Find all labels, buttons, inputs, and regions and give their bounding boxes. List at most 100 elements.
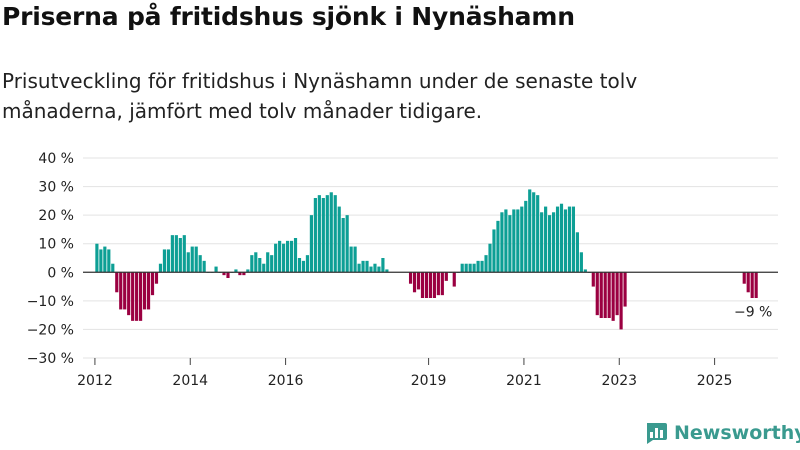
y-tick-label: 20 %: [38, 208, 74, 224]
bar: [111, 263, 115, 273]
bar: [480, 260, 484, 273]
bar: [305, 255, 310, 273]
bar: [408, 272, 413, 284]
bar: [282, 243, 286, 273]
bar: [472, 263, 476, 273]
bar: [468, 263, 472, 273]
bar: [365, 260, 369, 273]
bar: [464, 263, 468, 273]
bar: [190, 246, 194, 273]
bar: [544, 206, 548, 273]
bar: [496, 220, 500, 273]
y-tick-label: −30 %: [27, 351, 74, 367]
bar: [444, 272, 448, 281]
bar: [353, 246, 357, 273]
bar: [460, 263, 464, 273]
bar: [603, 272, 607, 318]
bar: [345, 215, 349, 273]
bar: [381, 258, 385, 273]
bar: [234, 269, 238, 273]
bar: [194, 246, 198, 273]
bar: [246, 269, 250, 273]
bar: [119, 272, 123, 310]
bar: [361, 260, 365, 273]
bar: [532, 192, 536, 273]
bar: [516, 209, 520, 273]
bar: [520, 206, 524, 273]
bar: [508, 215, 512, 273]
bar: [325, 195, 329, 273]
bar: [440, 272, 444, 296]
bar: [146, 272, 151, 310]
y-tick-label: 40 %: [38, 151, 74, 167]
x-tick-label: 2025: [697, 373, 733, 389]
bar: [150, 272, 155, 296]
bar: [591, 272, 595, 287]
bar: [555, 206, 560, 273]
bar: [154, 272, 159, 284]
bar: [341, 218, 345, 273]
y-tick-label: −10 %: [27, 294, 74, 310]
bar: [293, 238, 298, 273]
bar: [575, 232, 579, 273]
bar: [266, 252, 270, 273]
bar: [317, 195, 321, 273]
bar: [528, 189, 532, 273]
bar: [258, 258, 262, 273]
bar: [349, 246, 353, 273]
bar: [333, 195, 337, 273]
bar: [512, 209, 516, 273]
bar: [301, 260, 306, 273]
bar: [615, 272, 619, 316]
bar: [95, 243, 99, 273]
axes: 40 % 30 % 20 % 10 % 0 % −10 % −20 % −30 %2012 20…: [27, 151, 778, 389]
bar: [254, 252, 258, 273]
bar: [484, 255, 488, 273]
bar: [250, 255, 254, 273]
bar: [583, 269, 587, 273]
bar: [432, 272, 436, 298]
x-tick-label: 2012: [77, 373, 113, 389]
bar: [99, 249, 103, 273]
bar: [135, 272, 139, 321]
bar: [579, 252, 583, 273]
bar: [373, 263, 377, 273]
bar: [619, 272, 623, 330]
newsworthy-logo: Newsworthy: [644, 419, 800, 447]
y-tick-label: −20 %: [27, 322, 74, 338]
chart-title: Priserna på fritidshus sjönk i Nynäshamn: [2, 2, 575, 31]
bar: [571, 206, 576, 273]
bar: [178, 238, 182, 273]
x-tick-label: 2021: [506, 373, 542, 389]
gridlines: [83, 157, 778, 359]
bar: [139, 272, 143, 321]
bar: [289, 240, 294, 273]
bar: [436, 272, 440, 296]
bar: [182, 235, 186, 273]
bar: [750, 272, 754, 298]
bar: [746, 272, 750, 293]
bar: [476, 260, 480, 273]
bar: [385, 269, 389, 273]
bar: [285, 240, 290, 273]
bar: [563, 209, 568, 273]
bar: [337, 206, 341, 273]
bar: [377, 266, 381, 273]
chart-subtitle: Prisutveckling för fritidshus i Nynäsham…: [2, 69, 638, 123]
x-tick-label: 2016: [268, 373, 304, 389]
bar: [536, 195, 540, 273]
bar: [540, 212, 544, 273]
bar: [488, 243, 492, 273]
bar: [127, 272, 131, 316]
bar: [158, 263, 163, 273]
x-tick-label: 2023: [601, 373, 637, 389]
bar: [309, 215, 313, 273]
bar: [329, 192, 333, 273]
bar: [416, 272, 421, 290]
bar: [420, 272, 425, 298]
bar: [452, 272, 456, 287]
bar: [278, 240, 282, 273]
bar: [186, 252, 190, 273]
bar: [369, 266, 373, 273]
